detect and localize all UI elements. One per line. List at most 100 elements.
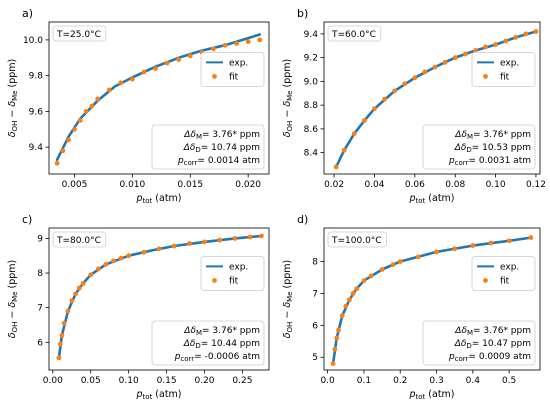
fit-point: [470, 243, 476, 248]
fit-parameter-3: pcorr= 0.0031 atm: [448, 156, 531, 167]
fit-point: [361, 278, 367, 284]
y-tick-label: 10.0: [23, 36, 43, 46]
fit-point: [392, 88, 398, 94]
param-value: = 3.76* ppm: [202, 326, 260, 336]
legend-label-fit: fit: [500, 276, 510, 286]
chart-panel-b: b) 0.02 0.04 0.06 0.08 0.10 0.12 8.4 8.6 8.8 9.0 9.…: [282, 7, 546, 205]
x-axis-label-unit: (atm): [152, 193, 181, 204]
fit-parameters-box: [422, 124, 536, 170]
x-axis-label: ptot (atm): [135, 389, 181, 401]
fit-point: [343, 303, 349, 309]
fit-point: [488, 240, 494, 246]
fit-point: [54, 160, 60, 166]
y-axis-label: δOH − δMe (ppm): [7, 260, 19, 339]
legend-box: [471, 52, 536, 87]
fit-parameter-1: ΔδM= 3.76* ppm: [454, 326, 531, 337]
param-subscript: corr: [455, 159, 469, 167]
x-tick-label: 0.05: [81, 376, 101, 386]
fit-point: [129, 76, 135, 82]
y-axis-label-unit: (ppm): [7, 59, 18, 91]
fit-parameter-3: pcorr= -0.0006 atm: [174, 352, 260, 363]
fit-point: [434, 249, 439, 255]
fit-point: [336, 327, 341, 333]
fit-point: [156, 246, 162, 252]
x-tick-label: 0.2: [393, 376, 407, 386]
fit-point: [523, 31, 529, 37]
fit-parameter-2: ΔδD= 10.53 ppm: [454, 143, 531, 154]
param-symbol: Δδ: [454, 339, 467, 349]
y-tick-label: 9.6: [29, 107, 44, 117]
fit-point: [83, 109, 89, 114]
y-tick-label: 6: [312, 321, 318, 331]
legend-label-exp: exp.: [229, 262, 248, 272]
y-axis-label-mid: − δ: [282, 101, 293, 121]
param-symbol: Δδ: [183, 326, 196, 336]
y-tick-label: 7: [312, 289, 318, 299]
y-axis-label-mid: − δ: [7, 101, 18, 121]
y-axis-label-sub-oh: OH: [11, 322, 19, 333]
fit-point: [350, 291, 356, 296]
x-axis-label-sub: tot: [143, 393, 153, 401]
param-symbol: Δδ: [183, 130, 196, 140]
y-axis-label-delta: δ: [7, 332, 18, 338]
param-value: = 10.44 ppm: [201, 339, 260, 349]
fit-point: [164, 60, 170, 66]
x-tick-label: 0.10: [486, 180, 506, 190]
fit-point: [69, 298, 75, 304]
fit-point: [415, 254, 421, 260]
fit-point: [257, 37, 263, 43]
fit-point: [341, 147, 347, 153]
y-tick-label: 8.4: [304, 149, 319, 159]
fit-point: [339, 313, 345, 319]
fit-point: [76, 285, 82, 291]
fit-point: [452, 246, 458, 252]
legend-label-exp: exp.: [500, 262, 519, 272]
legend-swatch-fit: [212, 74, 217, 79]
x-axis-label: ptot (atm): [135, 193, 181, 205]
fit-point: [95, 96, 101, 102]
panel-label: c): [22, 213, 32, 226]
fit-parameters-box: [151, 124, 265, 170]
fit-parameter-3: pcorr= 0.0009 atm: [448, 352, 531, 363]
legend-box: [471, 255, 536, 291]
x-tick-label: 0.00: [43, 376, 63, 386]
fit-point: [247, 234, 253, 240]
fit-point: [513, 35, 519, 40]
fit-point: [60, 148, 66, 154]
fit-parameter-1: ΔδM= 3.76* ppm: [183, 326, 260, 337]
fit-point: [141, 69, 147, 75]
x-tick-label: 0.015: [177, 180, 203, 190]
fit-point: [382, 96, 387, 102]
plot-frame: [48, 227, 270, 371]
fit-point: [72, 126, 77, 132]
legend-label-fit: fit: [229, 72, 239, 82]
temperature-label: T=80.0°C: [56, 236, 101, 246]
fit-point: [245, 39, 251, 45]
y-tick-label: 5: [312, 353, 318, 363]
legend-box: [200, 52, 265, 87]
y-tick-label: 9.2: [304, 54, 318, 64]
x-axis-label-sub: tot: [143, 197, 153, 205]
fit-point: [333, 164, 339, 170]
fit-point: [390, 262, 396, 268]
x-axis-label-unit: (atm): [425, 193, 454, 204]
y-tick-label: 9: [37, 234, 43, 244]
x-tick-label: 0.3: [429, 376, 443, 386]
param-subscript: M: [196, 329, 202, 337]
y-axis-label-sub-me: Me: [11, 291, 19, 301]
fit-point: [351, 131, 357, 137]
fit-parameter-2: ΔδD= 10.47 ppm: [454, 339, 531, 350]
x-tick-label: 0.12: [526, 180, 546, 190]
x-tick-label: 0.08: [445, 180, 465, 190]
fit-point: [397, 259, 403, 264]
fit-point: [187, 53, 193, 59]
fit-point: [66, 137, 72, 143]
fit-point: [59, 332, 65, 338]
y-axis-label: δOH − δMe (ppm): [7, 59, 19, 138]
legend-swatch-fit: [483, 74, 488, 79]
fit-point: [503, 38, 509, 44]
param-value: = 10.53 ppm: [472, 143, 531, 153]
y-axis-label-sub-me: Me: [286, 90, 294, 100]
temperature-box: [327, 25, 382, 42]
